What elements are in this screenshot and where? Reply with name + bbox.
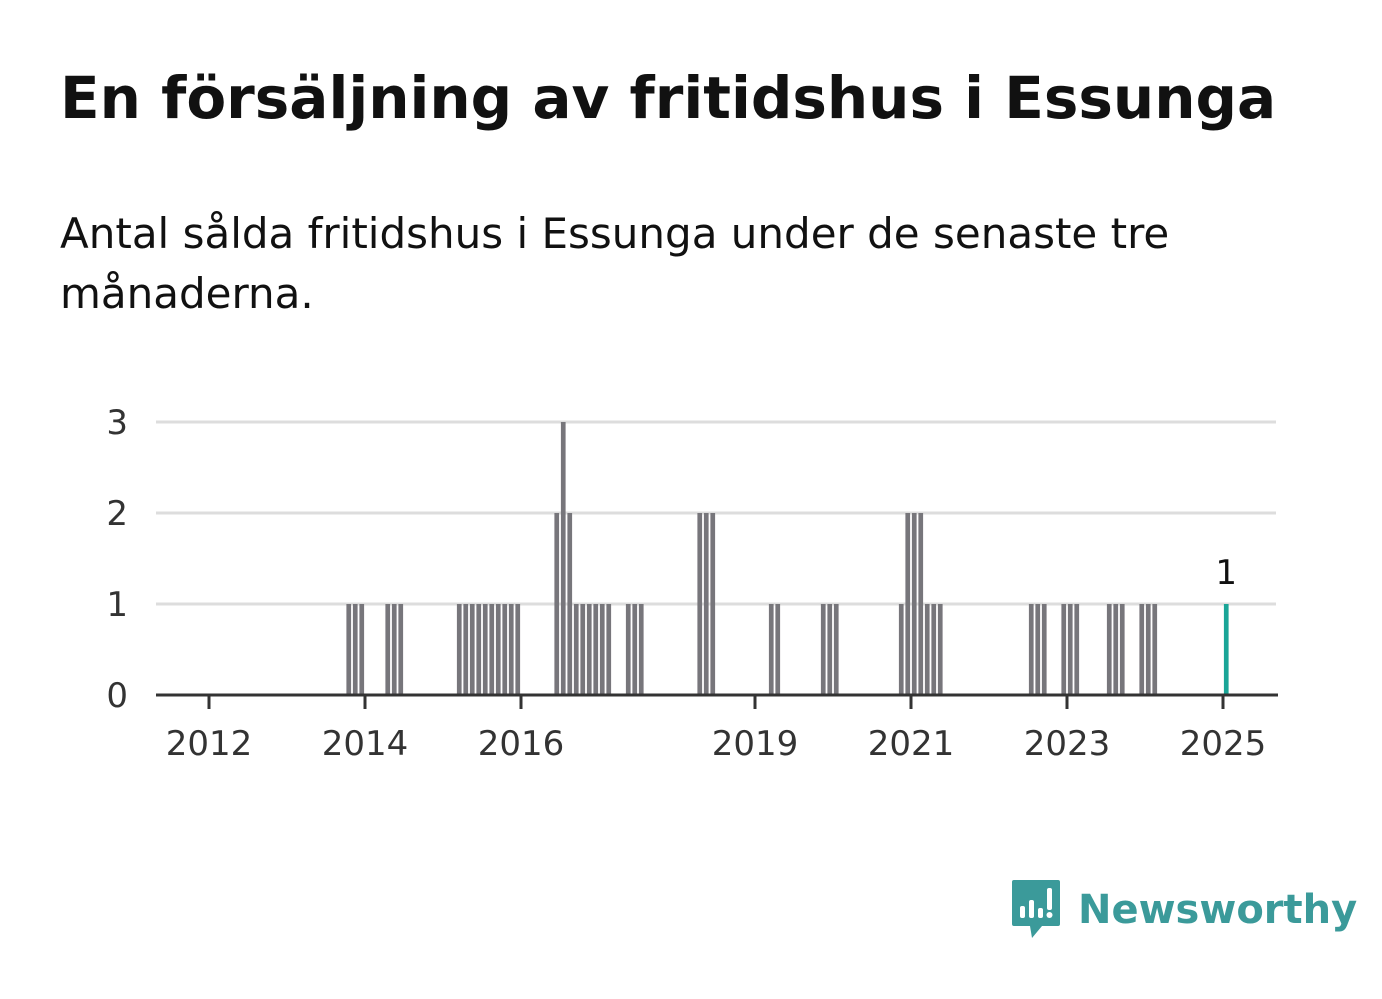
x-axis-ticks: 2012 2014 2016 2019 2021 2023 2025 — [166, 695, 1267, 764]
bar — [912, 513, 917, 695]
bar — [1061, 604, 1066, 695]
bar — [470, 604, 475, 695]
grid-lines — [156, 422, 1276, 604]
bar — [606, 604, 611, 695]
data-labels: 1 — [1215, 553, 1237, 593]
y-tick-label: 1 — [106, 585, 128, 625]
chart-subtitle: Antal sålda fritidshus i Essunga under d… — [60, 204, 1300, 324]
bar — [483, 604, 488, 695]
bar — [1107, 604, 1112, 695]
bar — [496, 604, 501, 695]
bar — [463, 604, 468, 695]
bar — [931, 604, 936, 695]
y-tick-label: 0 — [106, 676, 128, 716]
x-tick-label: 2012 — [166, 724, 253, 764]
bar — [827, 604, 832, 695]
bar — [834, 604, 839, 695]
bar — [905, 513, 910, 695]
bar — [346, 604, 351, 695]
bar — [1074, 604, 1079, 695]
bar — [476, 604, 481, 695]
bar — [697, 513, 702, 695]
bar — [918, 513, 923, 695]
bars — [346, 422, 1228, 695]
y-tick-label: 3 — [106, 403, 128, 443]
bar-latest — [1224, 604, 1229, 695]
x-tick-label: 2019 — [712, 724, 799, 764]
bar — [1152, 604, 1157, 695]
bar — [398, 604, 403, 695]
bar — [632, 604, 637, 695]
bar — [593, 604, 598, 695]
newsworthy-logo-icon — [1010, 878, 1062, 942]
bar-chart: 0 1 2 3 2012 2014 2016 2019 2021 2023 2025 1 — [0, 380, 1382, 800]
bar — [392, 604, 397, 695]
bar — [587, 604, 592, 695]
bar — [821, 604, 826, 695]
bar — [1139, 604, 1144, 695]
brand-name: Newsworthy — [1078, 887, 1357, 933]
x-tick-label: 2025 — [1180, 724, 1267, 764]
bar — [1113, 604, 1118, 695]
bar — [626, 604, 631, 695]
bar — [359, 604, 364, 695]
x-tick-label: 2023 — [1024, 724, 1111, 764]
y-axis-labels: 0 1 2 3 — [106, 403, 128, 716]
bar — [457, 604, 462, 695]
bar — [1042, 604, 1047, 695]
bar — [509, 604, 514, 695]
bar — [574, 604, 579, 695]
bar — [1146, 604, 1151, 695]
bar — [1120, 604, 1125, 695]
bar — [899, 604, 904, 695]
bar — [515, 604, 520, 695]
bar — [1029, 604, 1034, 695]
bar — [554, 513, 559, 695]
bar — [502, 604, 507, 695]
x-tick-label: 2016 — [478, 724, 565, 764]
y-tick-label: 2 — [106, 494, 128, 534]
bar — [567, 513, 572, 695]
bar — [775, 604, 780, 695]
bar — [769, 604, 774, 695]
bar — [1068, 604, 1073, 695]
bar — [385, 604, 390, 695]
bar — [489, 604, 494, 695]
chart-title: En försäljning av fritidshus i Essunga — [60, 62, 1276, 134]
latest-value-label: 1 — [1215, 553, 1237, 593]
bar — [710, 513, 715, 695]
bar — [600, 604, 605, 695]
bar — [704, 513, 709, 695]
bar — [561, 422, 566, 695]
bar — [580, 604, 585, 695]
bar — [938, 604, 943, 695]
bar — [639, 604, 644, 695]
x-tick-label: 2021 — [868, 724, 955, 764]
bar — [353, 604, 358, 695]
newsworthy-brand: Newsworthy — [1010, 878, 1357, 942]
x-tick-label: 2014 — [322, 724, 409, 764]
bar — [1035, 604, 1040, 695]
bar — [925, 604, 930, 695]
